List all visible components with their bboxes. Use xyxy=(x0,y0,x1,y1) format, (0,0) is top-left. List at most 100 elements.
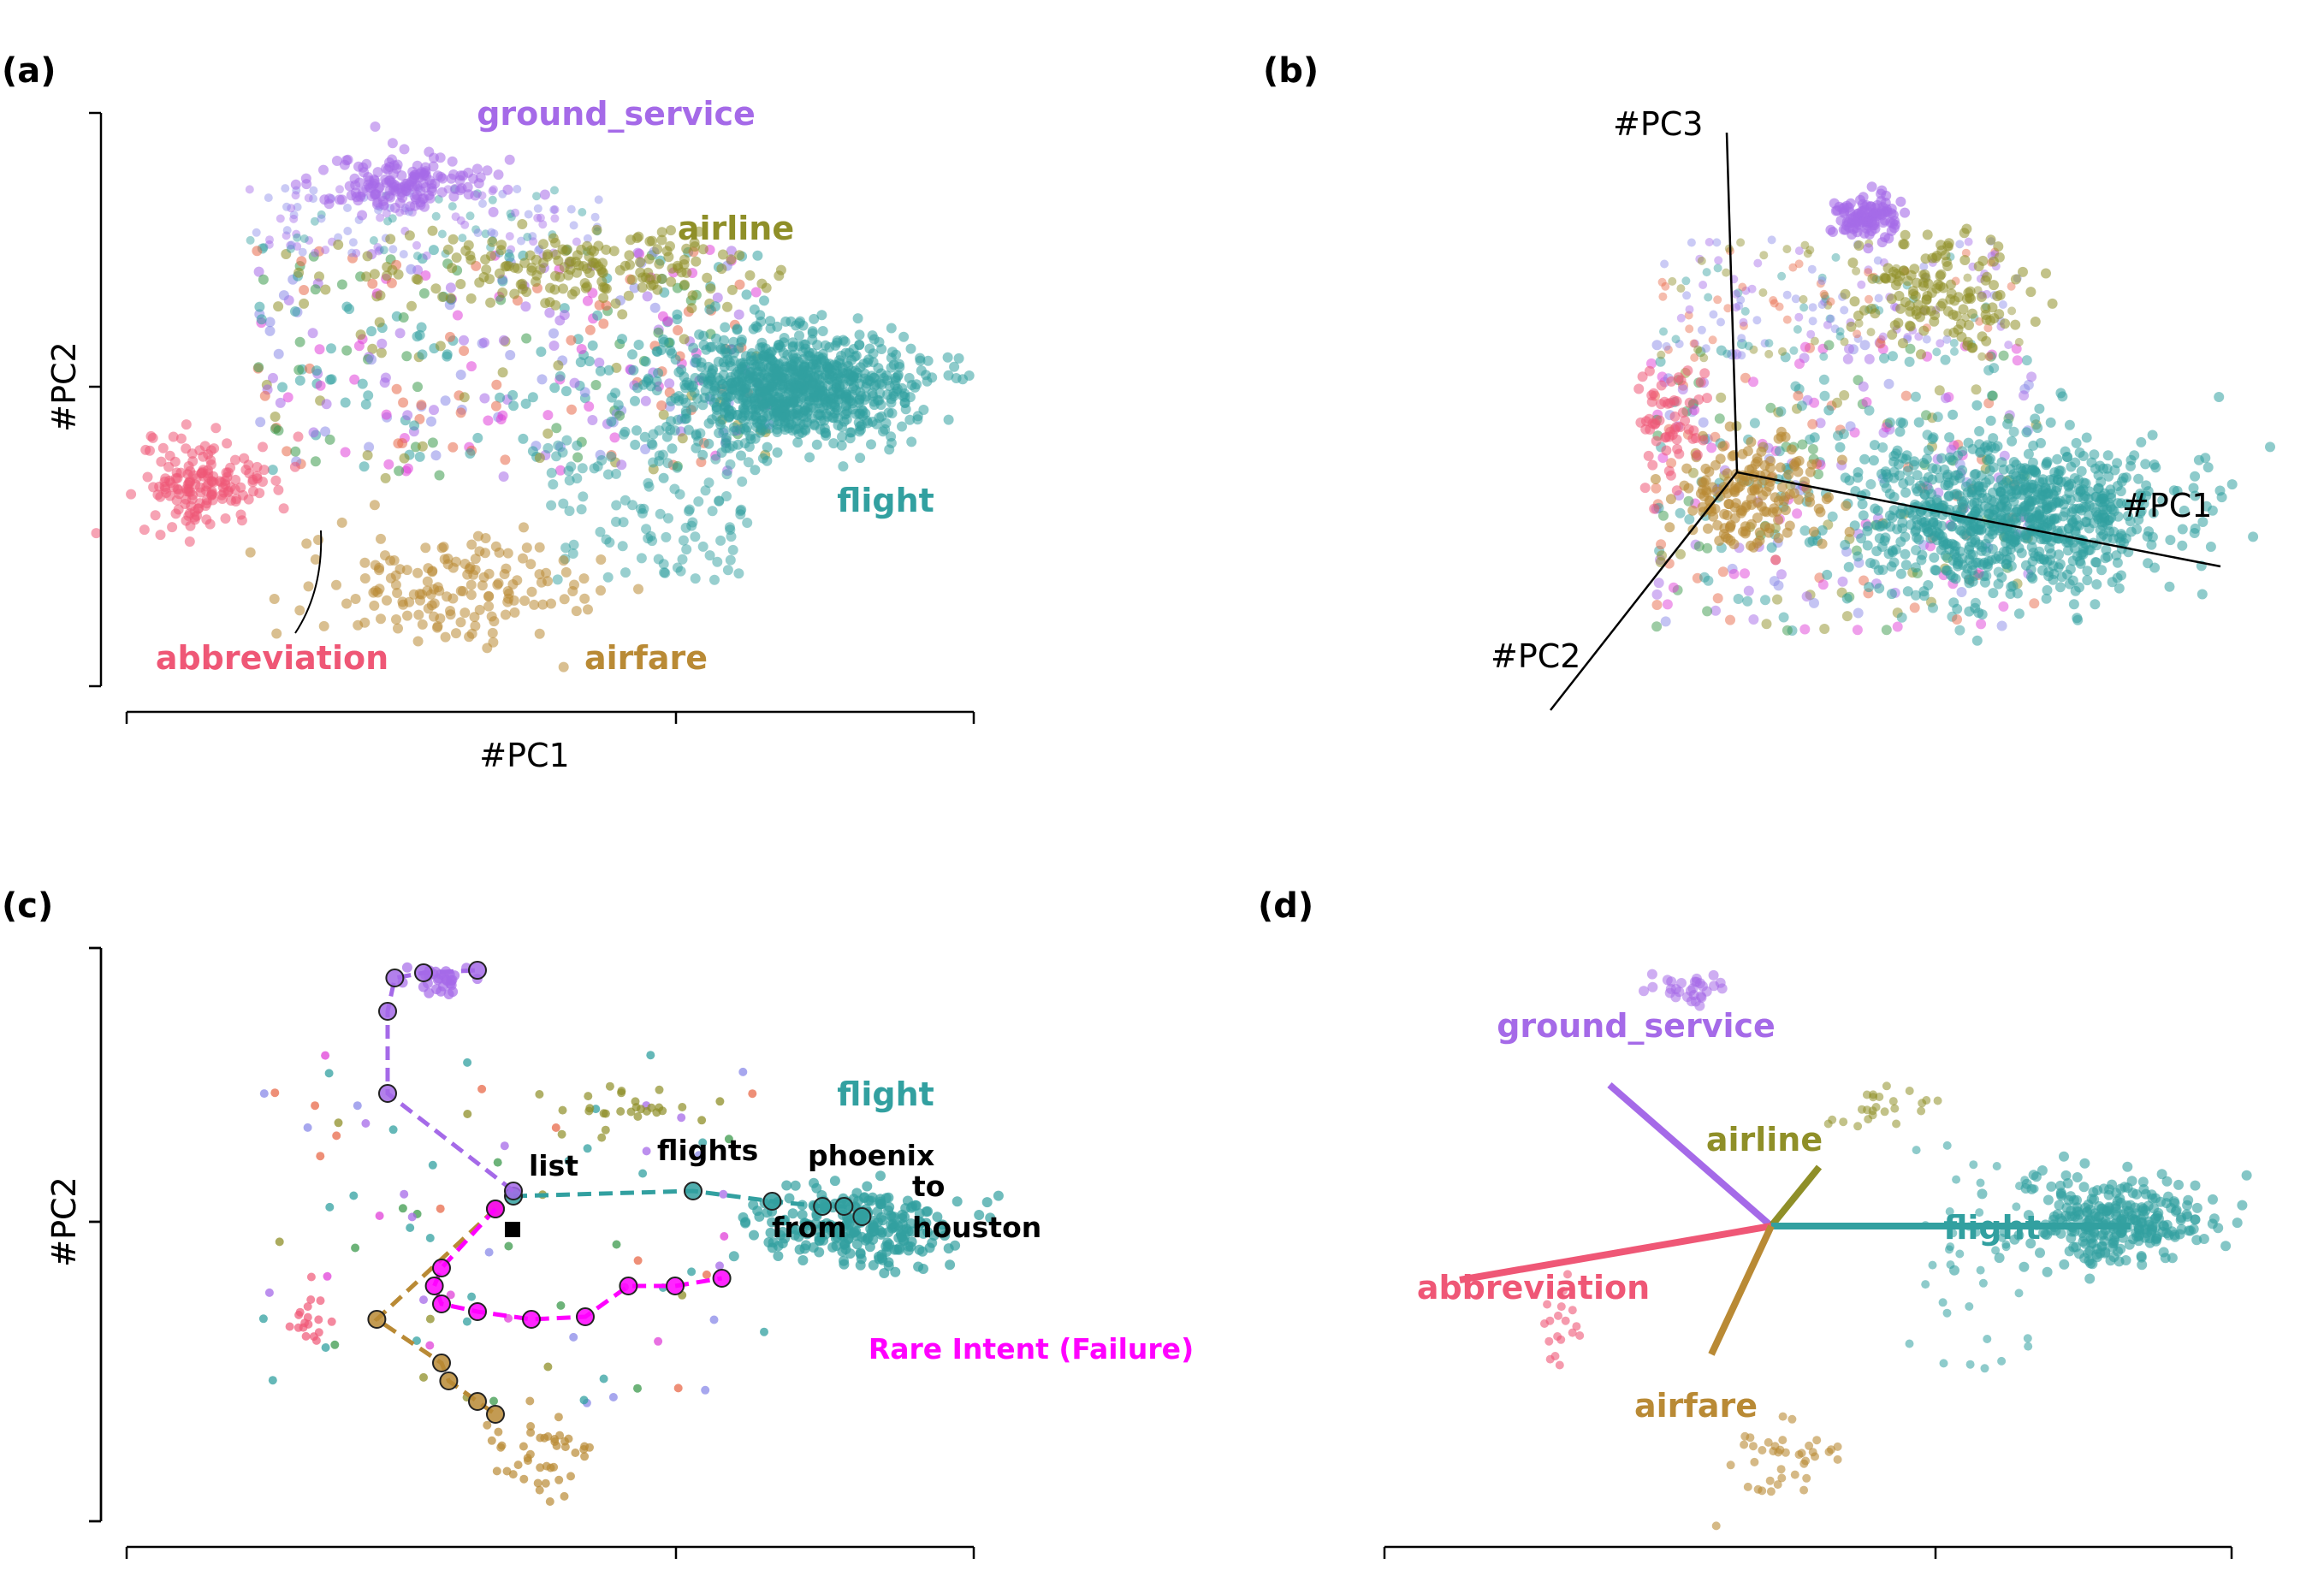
scatter-point xyxy=(1799,294,1808,304)
flight-point xyxy=(721,380,732,391)
scatter-point xyxy=(1831,252,1841,262)
scatter-point xyxy=(425,1341,435,1350)
scatter-point xyxy=(721,491,732,501)
flight-point xyxy=(787,1223,797,1235)
airfare-point xyxy=(470,554,481,565)
scatter-point xyxy=(245,185,254,194)
scatter-point xyxy=(1820,297,1829,306)
abbreviation-point xyxy=(1699,368,1710,379)
scatter-point xyxy=(662,316,673,327)
flight-point xyxy=(1809,432,1820,443)
scatter-point xyxy=(1737,334,1746,343)
scatter-point xyxy=(259,1089,269,1099)
flight-point xyxy=(876,1253,887,1264)
flight-point xyxy=(2109,465,2120,476)
scatter-point xyxy=(1737,351,1746,360)
scatter-point xyxy=(1676,284,1686,293)
flight-point xyxy=(2190,490,2201,501)
scatter-point xyxy=(647,439,658,450)
flight-point xyxy=(921,370,931,381)
airline-point xyxy=(1927,252,1938,264)
scatter-point xyxy=(1877,442,1888,453)
flight-point xyxy=(673,391,685,401)
scatter-point xyxy=(595,526,606,537)
airfare-point xyxy=(525,1396,535,1406)
ground_service-point xyxy=(1828,227,1838,237)
scatter-point xyxy=(489,229,499,238)
scatter-point xyxy=(725,554,736,566)
trajectory-point xyxy=(684,1182,703,1200)
airfare-point xyxy=(1710,503,1721,514)
scatter-point xyxy=(1983,364,1995,376)
scatter-point xyxy=(636,553,647,564)
scatter-point xyxy=(1668,276,1677,286)
flight-point xyxy=(2121,1200,2132,1212)
airline-point xyxy=(654,258,665,270)
airline-point xyxy=(616,1107,625,1116)
cluster-label-flight: flight xyxy=(837,1075,934,1113)
flight-point xyxy=(860,391,871,402)
flight-point xyxy=(2265,441,2275,453)
scatter-point xyxy=(551,1123,560,1132)
flight-point xyxy=(1918,586,1930,597)
flight-point xyxy=(1973,607,1984,619)
panel-label: (d) xyxy=(1258,886,1313,926)
scatter-point xyxy=(649,302,661,313)
scatter-point xyxy=(1760,595,1770,606)
flight-point xyxy=(2072,492,2084,502)
scatter-point xyxy=(1853,329,1862,339)
flight-point xyxy=(1929,552,1940,563)
scatter-point xyxy=(1821,294,1830,304)
scatter-point xyxy=(504,252,515,263)
flight-point xyxy=(2036,437,2046,448)
flight-point xyxy=(716,447,727,458)
flight-point xyxy=(2026,542,2037,553)
scatter-point xyxy=(1660,616,1671,627)
flight-point xyxy=(1912,470,1923,481)
flight-point xyxy=(852,313,863,324)
airfare-point xyxy=(502,548,513,559)
scatter-point xyxy=(1656,539,1667,550)
airfare-point xyxy=(350,594,361,604)
airline-point xyxy=(681,243,692,254)
scatter-point xyxy=(1747,284,1757,293)
flight-point xyxy=(2135,507,2146,518)
flight-point xyxy=(670,354,681,365)
airfare-point xyxy=(404,596,415,607)
scatter-point xyxy=(282,231,291,240)
airline-point xyxy=(1916,349,1926,360)
flight-point xyxy=(817,326,828,336)
flight-point xyxy=(1858,510,1869,521)
flight-point xyxy=(2005,589,2016,599)
airfare-point xyxy=(483,590,495,601)
airfare-point xyxy=(1707,482,1718,493)
airline-point xyxy=(1849,296,1860,307)
airfare-point xyxy=(500,609,511,620)
scatter-point xyxy=(382,209,391,218)
airline-point xyxy=(561,244,572,255)
scatter-point xyxy=(1723,304,1733,313)
flight-point xyxy=(1843,561,1854,572)
flight-point xyxy=(760,388,771,400)
abbreviation-point xyxy=(216,494,228,504)
scatter-point xyxy=(321,1051,330,1060)
flight-point xyxy=(942,352,953,363)
abbreviation-point xyxy=(1702,393,1712,404)
flight-point xyxy=(797,1255,809,1265)
flight-point xyxy=(952,1196,963,1207)
flight-point xyxy=(1973,557,1984,568)
airline-point xyxy=(761,282,772,293)
scatter-point xyxy=(1789,346,1799,355)
flight-point xyxy=(2032,423,2043,434)
flight-point xyxy=(726,371,736,382)
scatter-point xyxy=(536,213,545,222)
scatter-point xyxy=(1864,353,1875,364)
airfare-point xyxy=(487,627,498,638)
scatter-point xyxy=(340,447,351,458)
flight-point xyxy=(766,354,777,365)
flight-point xyxy=(2080,1238,2091,1249)
flight-point xyxy=(2167,1253,2178,1264)
flight-point xyxy=(844,376,855,387)
scatter-point xyxy=(590,212,600,222)
scatter-point xyxy=(373,243,382,252)
